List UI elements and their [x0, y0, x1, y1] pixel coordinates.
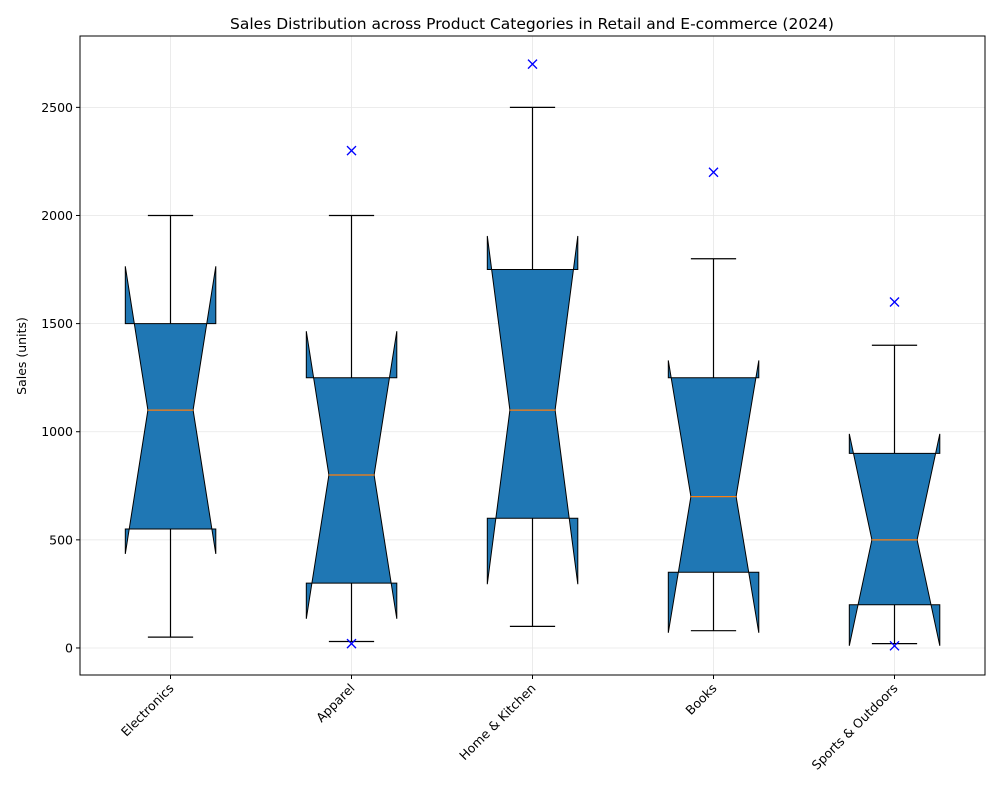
outlier-marker — [346, 145, 357, 156]
x-tick-label: Sports & Outdoors — [808, 681, 900, 773]
y-axis: 0 500 1000 1500 2000 2500 — [41, 100, 80, 655]
outlier-stroke — [889, 297, 900, 307]
y-tick-label: 1000 — [41, 424, 73, 439]
outlier-stroke — [889, 640, 900, 651]
x-axis: Electronics Apparel Home & Kitchen Books Spo… — [118, 675, 901, 773]
y-tick-label: 2000 — [41, 208, 73, 223]
outlier-marker — [889, 640, 900, 651]
box-2 — [486, 59, 579, 627]
x-tick-label: Books — [682, 681, 719, 718]
outlier-marker — [889, 297, 900, 307]
y-tick-label: 0 — [65, 640, 73, 655]
boxes — [124, 59, 941, 651]
y-tick-label: 2500 — [41, 100, 73, 115]
outlier-stroke — [346, 638, 357, 649]
outlier-stroke — [346, 145, 357, 156]
x-tick-label: Electronics — [118, 681, 177, 740]
chart-title: Sales Distribution across Product Catego… — [230, 15, 834, 33]
x-tick-label: Home & Kitchen — [456, 681, 538, 763]
x-tick-label: Apparel — [313, 681, 358, 726]
outlier-stroke — [527, 59, 538, 70]
outlier-marker — [708, 167, 719, 178]
outlier-marker — [346, 638, 357, 649]
y-tick-label: 1500 — [41, 316, 73, 331]
box-0 — [124, 214, 217, 638]
outlier-marker — [527, 59, 538, 70]
y-tick-label: 500 — [49, 532, 73, 547]
y-axis-label: Sales (units) — [14, 317, 29, 395]
box-4 — [848, 297, 941, 651]
box-1 — [305, 145, 398, 649]
outlier-stroke — [708, 167, 719, 178]
box-3 — [667, 167, 760, 633]
plot-frame — [79, 35, 986, 676]
